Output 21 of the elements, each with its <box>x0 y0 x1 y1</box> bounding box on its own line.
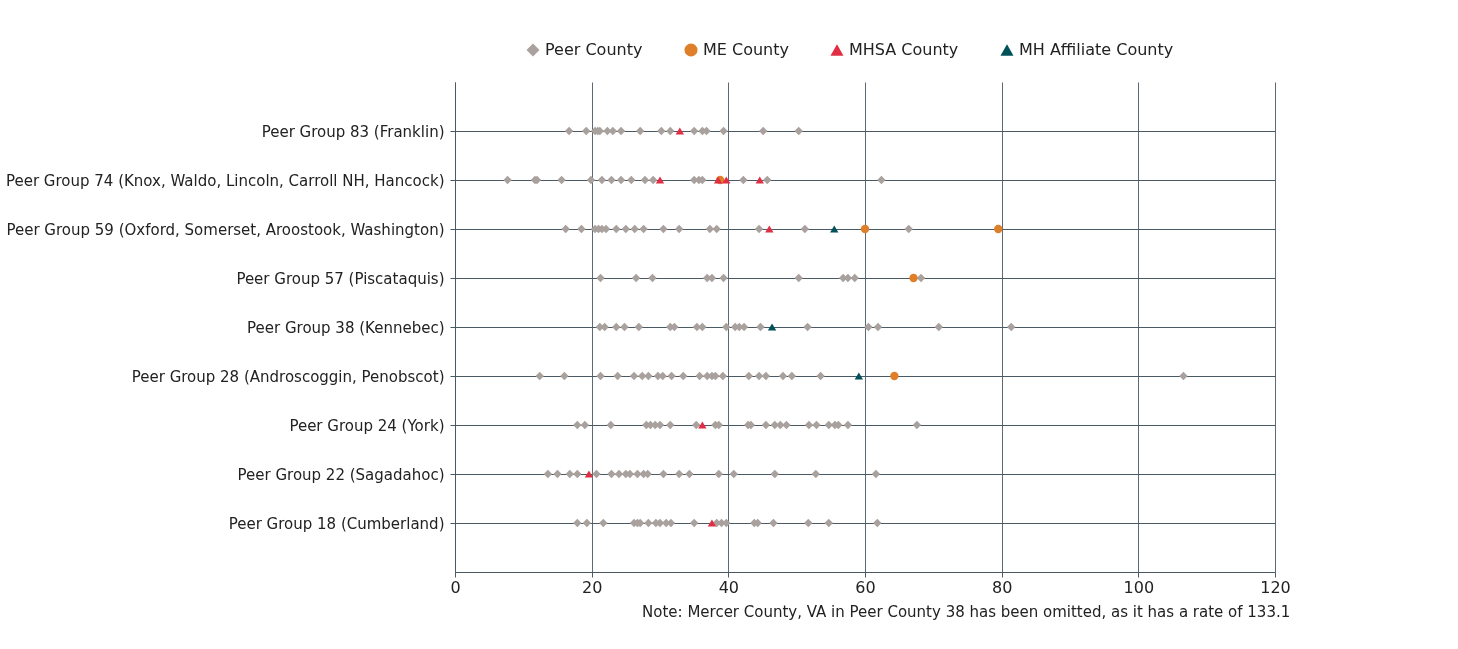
x-tick-label: 40 <box>718 577 740 597</box>
y-tick-label: Peer Group 83 (Franklin) <box>261 122 445 141</box>
legend-label: MH Affiliate County <box>1019 40 1174 59</box>
text: Note: Mercer County, VA in Peer County 38 has been omitted, as it has a rate of 133.1 <box>642 603 1291 621</box>
legend-label: Peer County <box>545 40 643 59</box>
x-tick-label: 100 <box>1123 577 1155 597</box>
y-tick-label: Peer Group 24 (York) <box>289 416 445 435</box>
y-tick-label: Peer Group 38 (Kennebec) <box>247 318 445 337</box>
x-tick-label: 20 <box>581 577 603 597</box>
x-tick-label: 60 <box>855 577 876 597</box>
legend-label: MHSA County <box>849 40 959 59</box>
x-tick-label: 80 <box>991 577 1013 597</box>
y-tick-label: Peer Group 18 (Cumberland) <box>228 514 445 533</box>
y-tick-label: Peer Group 28 (Androscoggin, Penobscot) <box>131 367 445 386</box>
y-tick-label: Peer Group 22 (Sagadahoc) <box>237 465 445 484</box>
y-tick-label: Peer Group 74 (Knox, Waldo, Lincoln, Carroll NH, Hancock) <box>5 171 445 190</box>
x-tick-label: 0 <box>450 577 461 597</box>
y-tick-label: Peer Group 57 (Piscataquis) <box>236 269 445 288</box>
y-tick-label: Peer Group 59 (Oxford, Somerset, Aroostook, Washington) <box>6 220 445 239</box>
legend-label: ME County <box>703 40 789 59</box>
x-tick-label: 120 <box>1260 577 1291 597</box>
